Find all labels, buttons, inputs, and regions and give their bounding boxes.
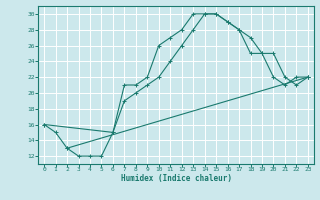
X-axis label: Humidex (Indice chaleur): Humidex (Indice chaleur) bbox=[121, 174, 231, 183]
